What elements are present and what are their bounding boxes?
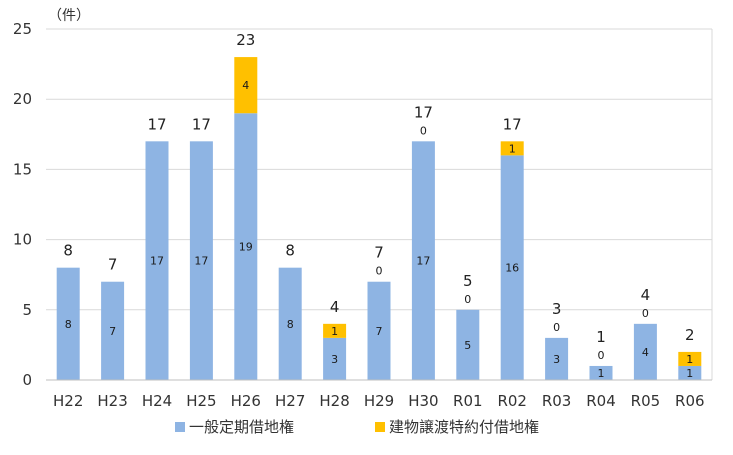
bar-general-H28 [323,337,347,380]
legend-swatch [175,422,185,432]
segment-value-label: 0 [598,349,605,362]
total-label: 17 [192,115,211,133]
bar-general-H23 [101,281,125,380]
x-tick-label: R03 [542,392,572,410]
segment-value-label: 17 [194,255,208,268]
bar-general-R02 [500,155,524,380]
segment-value-label: 0 [642,307,649,320]
total-label: 8 [285,242,295,260]
total-label: 7 [108,256,118,274]
bar-general-H27 [278,267,302,380]
x-tick-label: R04 [586,392,616,410]
x-tick-label: H29 [364,392,394,410]
x-tick-label: H25 [186,392,216,410]
bar-general-R05 [633,323,657,380]
bar-general-H25 [189,141,213,380]
total-label: 17 [414,103,433,121]
segment-value-label: 8 [287,318,294,331]
y-tick-label: 25 [13,20,32,38]
bar-general-R04 [589,365,613,380]
x-tick-label: H26 [231,392,261,410]
segment-value-label: 0 [553,321,560,334]
x-tick-label: R06 [675,392,705,410]
bar-building-transfer-H26 [234,57,258,114]
y-axis-unit-label: （件） [48,8,90,24]
bars [56,57,702,381]
segment-value-label: 17 [150,255,164,268]
segment-value-label: 5 [464,339,471,352]
segment-value-label: 4 [642,346,649,359]
segment-value-label: 1 [331,325,338,338]
segment-value-label: 17 [416,255,430,268]
legend: 一般定期借地権 建物譲渡特約付借地権 [175,418,539,436]
x-tick-label: R01 [453,392,483,410]
segment-value-label: 0 [464,293,471,306]
x-tick-label: H30 [408,392,438,410]
segment-value-label: 0 [420,124,427,137]
segment-value-label: 7 [109,325,116,338]
bar-building-transfer-R02 [500,141,524,156]
total-label: 7 [374,244,384,262]
total-label: 2 [685,326,695,344]
y-tick-label: 5 [22,301,32,319]
x-tick-label: H27 [275,392,305,410]
total-label: 3 [552,300,562,318]
bar-general-H30 [411,141,435,380]
total-label: 17 [503,115,522,133]
y-tick-label: 15 [13,160,32,178]
bar-general-R06 [678,365,702,380]
segment-value-label: 19 [239,241,253,254]
segment-value-label: 4 [242,79,249,92]
total-label: 23 [236,31,255,49]
segment-value-label: 0 [376,265,383,278]
y-tick-label: 0 [22,371,32,389]
y-tick-label: 10 [13,231,32,249]
segment-value-label: 8 [65,318,72,331]
legend-label: 一般定期借地権 [189,418,294,436]
y-tick-label: 20 [13,90,32,108]
total-label: 5 [463,272,473,290]
segment-value-label: 1 [598,367,605,380]
total-label: 4 [330,298,340,316]
segment-value-label: 1 [686,353,693,366]
x-tick-label: R02 [497,392,527,410]
legend-swatch [375,422,385,432]
legend-label: 建物譲渡特約付借地権 [389,418,539,436]
segment-value-label: 3 [331,353,338,366]
bar-general-H26 [234,113,258,381]
bar-general-H22 [56,267,80,380]
x-tick-label: H28 [319,392,349,410]
bar-general-H29 [367,281,391,380]
bar-general-R03 [545,337,569,380]
x-tick-label: H22 [53,392,83,410]
total-label: 17 [147,115,166,133]
segment-value-label: 7 [376,325,383,338]
segment-value-label: 1 [686,367,693,380]
bar-general-H24 [145,141,169,380]
x-tick-label: R05 [631,392,661,410]
segment-value-label: 1 [509,142,516,155]
total-label: 8 [63,242,73,260]
x-tick-label: H24 [142,392,172,410]
segment-value-label: 16 [505,262,519,275]
segment-value-label: 3 [553,353,560,366]
total-label: 1 [596,328,606,346]
total-label: 4 [641,286,651,304]
bar-general-R01 [456,309,480,380]
x-tick-label: H23 [97,392,127,410]
bar-building-transfer-H28 [323,323,347,338]
bar-building-transfer-R06 [678,351,702,366]
